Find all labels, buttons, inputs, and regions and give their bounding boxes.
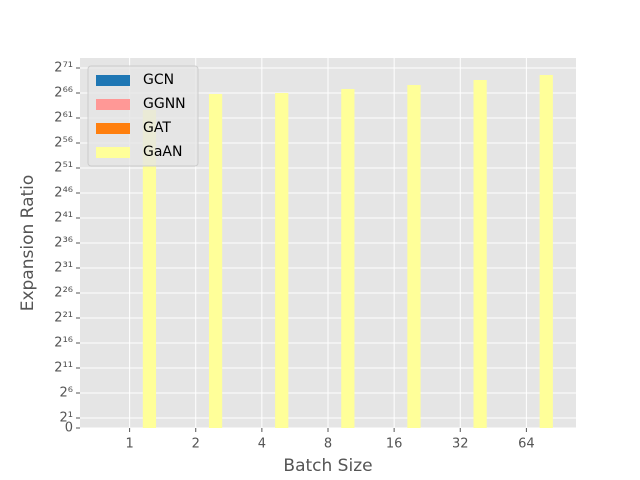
y-tick-label: 2³¹ <box>54 261 73 276</box>
bar <box>473 80 487 429</box>
legend-label: GCN <box>143 72 174 88</box>
legend-label: GAT <box>143 120 171 136</box>
legend-box <box>87 65 199 167</box>
bar <box>407 84 421 429</box>
x-tick-label: 8 <box>324 437 332 452</box>
y-tick-label: 2⁶¹ <box>54 111 73 126</box>
y-tick-label: 2⁵¹ <box>54 161 73 176</box>
x-tick-label: 4 <box>258 437 266 452</box>
labels: 02¹ 2⁶ 2¹¹ 2¹⁶ 2²¹ 2²⁶ 2³¹ 2³⁶ 2⁴¹ 2⁴⁶ 2⁵¹ 2⁵⁶ 2⁶¹ 2⁶… <box>54 61 534 452</box>
legend: GCN GGNN GAT GaAN <box>87 65 199 167</box>
x-tick-label: 2 <box>192 437 200 452</box>
x-tick-label: 1 <box>125 437 133 452</box>
y-tick-label: 2⁷¹ <box>54 61 73 76</box>
x-tick-label: 64 <box>518 437 535 452</box>
grid <box>80 58 576 429</box>
legend-swatch <box>96 75 130 86</box>
legend-label: GaAN <box>143 144 182 160</box>
y-tick-label: 2¹¹ <box>54 361 73 376</box>
legend-swatch <box>96 99 130 110</box>
y-tick-label: 0 <box>65 421 73 436</box>
x-tick-label: 16 <box>386 437 403 452</box>
bar <box>341 88 355 428</box>
y-tick-label: 2³⁶ <box>54 236 73 251</box>
y-tick-label: 2⁴⁶ <box>54 186 73 201</box>
legend-label: GGNN <box>143 96 186 112</box>
y-tick-label: 2¹ <box>60 411 73 426</box>
y-tick-label: 2⁶ <box>60 386 73 401</box>
y-tick-label: 2²¹ <box>54 311 73 326</box>
bars <box>142 74 553 429</box>
y-axis-label: Expansion Ratio <box>18 175 38 312</box>
y-tick-label: 2⁵⁶ <box>54 136 73 151</box>
x-axis-label: Batch Size <box>283 456 372 476</box>
legend-swatch <box>96 123 130 134</box>
y-tick-label: 2⁴¹ <box>54 211 73 226</box>
y-tick-label: 2¹⁶ <box>54 336 73 351</box>
y-tick-label: 2⁶⁶ <box>54 86 73 101</box>
x-tick-label: 32 <box>452 437 469 452</box>
bar <box>539 74 553 429</box>
bar <box>142 110 157 429</box>
bar <box>208 94 223 428</box>
legend-swatch <box>96 147 130 158</box>
y-tick-label: 2²⁶ <box>54 286 73 301</box>
bar <box>275 92 289 429</box>
